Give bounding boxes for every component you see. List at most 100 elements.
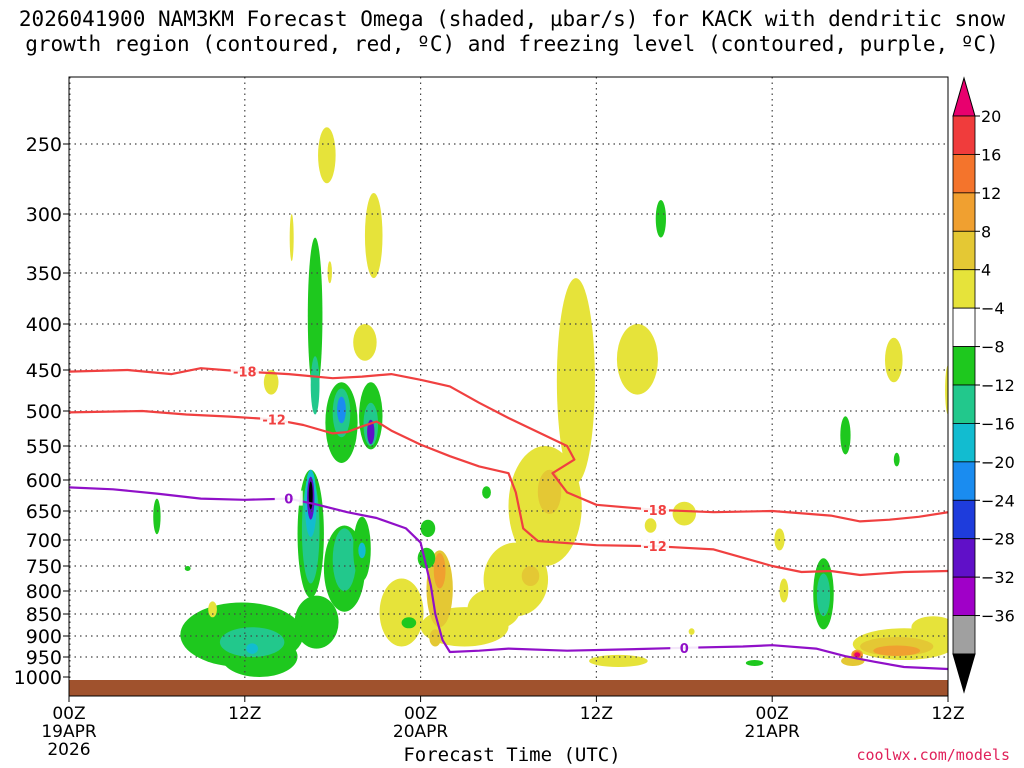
contour-label-0-0: -18 <box>233 366 257 381</box>
omega-region-17 <box>294 595 339 649</box>
contour-label-bg-0-0 <box>230 363 259 379</box>
plot-frame <box>68 76 949 697</box>
x-tick-label-0: 00Z <box>52 704 85 724</box>
omega-region-26 <box>893 452 900 467</box>
colorbar-label-10: −24 <box>981 491 1015 510</box>
contour-label-2-1: 0 <box>680 642 689 657</box>
contour-label-bg-1-0 <box>260 411 289 427</box>
contour-line-2 <box>69 486 948 671</box>
omega-region-51 <box>945 365 948 415</box>
colorbar-label-9: −20 <box>981 453 1015 472</box>
y-tick-label-750: 750 <box>26 556 62 578</box>
colorbar-label-1: 16 <box>981 145 1001 164</box>
omega-region-28 <box>816 573 831 617</box>
colorbar-box-0 <box>952 115 976 155</box>
omega-region-42 <box>263 370 279 395</box>
omega-region-57 <box>537 469 562 514</box>
omega-region-47 <box>589 654 648 667</box>
colorbar-box-6 <box>952 346 976 386</box>
omega-region-1 <box>310 356 320 415</box>
omega-region-50 <box>885 337 903 383</box>
y-tick-label-250: 250 <box>26 134 62 156</box>
colorbar-label-2: 12 <box>981 184 1001 203</box>
colorbar-box-11 <box>952 538 976 578</box>
contour-label-2-0: 0 <box>284 493 293 508</box>
x-year-label-0: 2026 <box>47 740 90 760</box>
y-tick-label-950: 950 <box>26 647 62 669</box>
omega-region-24 <box>655 200 666 238</box>
omega-region-41 <box>616 324 658 395</box>
colorbar-box-13 <box>952 615 976 655</box>
contour-label-bg-2-1 <box>670 639 699 655</box>
colorbar-top-triangle <box>952 76 976 117</box>
colorbar-bottom-triangle <box>952 653 976 694</box>
x-axis-label: Forecast Time (UTC) <box>403 744 621 766</box>
contour-label-1-0: -12 <box>262 413 286 428</box>
omega-region-30 <box>420 519 436 538</box>
omega-region-31 <box>482 486 491 499</box>
contour-label-1-1: -12 <box>643 540 667 555</box>
colorbar-box-3 <box>952 230 976 271</box>
omega-region-35 <box>289 214 294 262</box>
ground-surface <box>69 680 948 696</box>
y-tick-label-900: 900 <box>26 626 62 648</box>
omega-region-63 <box>873 645 921 656</box>
omega-region-22 <box>153 498 161 535</box>
credit-text: coolwx.com/models <box>856 746 1010 764</box>
omega-region-6 <box>308 481 313 510</box>
colorbar-label-12: −32 <box>981 568 1015 587</box>
omega-region-53 <box>779 578 789 603</box>
omega-region-45 <box>672 501 697 526</box>
omega-region-32 <box>364 193 383 279</box>
omega-region-59 <box>429 629 442 647</box>
y-tick-label-800: 800 <box>26 581 62 603</box>
omega-region-66 <box>854 652 861 658</box>
omega-region-44 <box>379 578 424 647</box>
y-tick-label-650: 650 <box>26 501 62 523</box>
chart-title-line-2: growth region (contoured, red, ºC) and f… <box>25 32 999 56</box>
y-tick-label-300: 300 <box>26 204 62 226</box>
contour-label-0-1: -18 <box>643 504 667 519</box>
x-date-label-2: 20APR <box>393 722 449 742</box>
contour-label-bg-2-0 <box>274 490 303 506</box>
omega-region-29 <box>745 660 764 666</box>
y-tick-label-400: 400 <box>26 314 62 336</box>
x-tick-label-3: 12Z <box>580 704 613 724</box>
colorbar-label-6: −8 <box>981 338 1005 357</box>
colorbar-box-10 <box>952 499 976 540</box>
omega-region-46 <box>644 518 657 533</box>
y-tick-label-700: 700 <box>26 530 62 552</box>
contour-label-bg-0-1 <box>641 501 669 517</box>
omega-region-37 <box>556 278 595 484</box>
y-tick-label-1000: 1000 <box>14 667 62 689</box>
omega-region-68 <box>401 617 417 629</box>
y-tick-label-550: 550 <box>26 436 62 458</box>
colorbar-label-5: −4 <box>981 299 1005 318</box>
omega-region-33 <box>353 324 377 361</box>
colorbar-label-8: −16 <box>981 414 1015 433</box>
colorbar-box-5 <box>952 307 976 347</box>
omega-region-62 <box>433 553 446 589</box>
contour-label-bg-1-1 <box>641 538 669 554</box>
colorbar-label-0: 20 <box>981 107 1001 126</box>
chart-title-line-1: 2026041900 NAM3KM Forecast Omega (shaded… <box>18 7 1006 31</box>
omega-region-58 <box>521 566 540 586</box>
omega-region-0 <box>307 237 323 395</box>
omega-region-23 <box>184 566 191 571</box>
colorbar-box-2 <box>952 192 976 232</box>
colorbar-box-12 <box>952 576 976 616</box>
x-tick-label-5: 12Z <box>931 704 964 724</box>
colorbar-box-1 <box>952 154 976 194</box>
colorbar-box-9 <box>952 461 976 501</box>
omega-region-21 <box>246 643 258 654</box>
omega-region-48 <box>688 628 695 635</box>
colorbar-label-7: −12 <box>981 376 1015 395</box>
omega-region-36 <box>327 261 332 284</box>
colorbar-box-8 <box>952 423 976 463</box>
colorbar-label-4: 4 <box>981 261 991 280</box>
omega-region-14 <box>332 528 357 591</box>
omega-region-12 <box>367 419 375 445</box>
x-date-label-4: 21APR <box>745 722 801 742</box>
omega-region-20 <box>219 627 285 657</box>
y-tick-label-450: 450 <box>26 360 62 382</box>
